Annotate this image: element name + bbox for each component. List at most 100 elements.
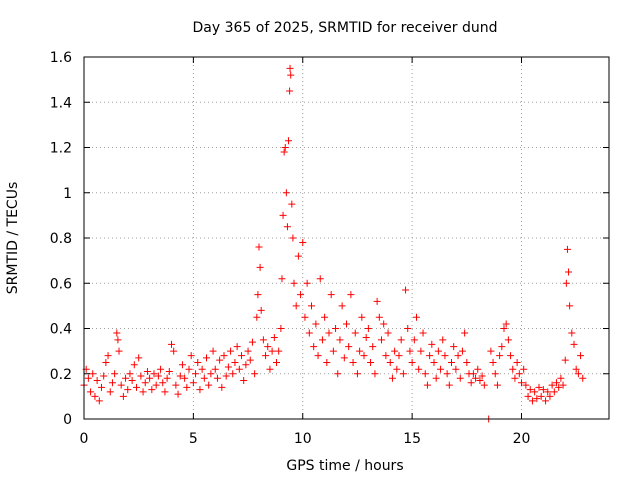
data-point [161, 388, 169, 396]
data-point [288, 200, 296, 208]
data-point [349, 358, 357, 366]
data-point [419, 329, 427, 337]
data-point [286, 87, 294, 95]
data-point [450, 343, 458, 351]
grid-lines [84, 57, 609, 419]
data-point [345, 343, 353, 351]
data-point [146, 374, 154, 382]
data-point [257, 306, 265, 314]
data-point [262, 352, 270, 360]
data-point [111, 370, 119, 378]
data-point [423, 381, 431, 389]
x-axis: 0 5 10 15 20 [80, 57, 530, 447]
data-point [432, 374, 440, 382]
data-point [224, 363, 232, 371]
data-point [100, 372, 108, 380]
data-point [375, 313, 383, 321]
data-point [218, 383, 226, 391]
data-point [172, 381, 180, 389]
data-point [174, 390, 182, 398]
data-point [297, 291, 305, 299]
data-point [562, 279, 570, 287]
data-point [327, 291, 335, 299]
data-point [557, 374, 565, 382]
chart-title: Day 365 of 2025, SRMTID for receiver dun… [193, 20, 498, 36]
data-point [544, 388, 552, 396]
data-point [314, 352, 322, 360]
data-point [351, 329, 359, 337]
data-point [323, 358, 331, 366]
x-tick-label: 0 [80, 431, 89, 447]
data-point [242, 361, 250, 369]
data-point [577, 352, 585, 360]
data-point [98, 383, 105, 391]
y-axis: 0 0.2 0.4 0.6 0.8 1 1.2 1.4 1.6 [50, 50, 609, 428]
data-point [305, 329, 313, 337]
data-point [220, 352, 228, 360]
data-point [192, 370, 200, 378]
x-tick-label: 5 [189, 431, 198, 447]
data-point [513, 358, 521, 366]
data-point [437, 365, 445, 373]
data-point [254, 291, 262, 299]
data-point [434, 347, 442, 355]
data-point [281, 144, 289, 151]
data-point [278, 275, 286, 283]
data-point [89, 370, 97, 378]
data-point [148, 386, 156, 394]
data-point [388, 374, 396, 382]
data-point [428, 340, 436, 348]
data-point [264, 343, 272, 351]
data-point [441, 352, 449, 360]
data-point [443, 370, 451, 378]
data-point [570, 340, 578, 348]
data-point [130, 361, 138, 369]
data-point [95, 397, 103, 405]
data-point [189, 379, 197, 387]
data-point [270, 334, 278, 342]
data-point [196, 386, 204, 394]
data-point [474, 365, 482, 373]
data-point [362, 334, 370, 342]
data-point [507, 352, 515, 360]
data-point [235, 365, 243, 373]
data-point [439, 336, 447, 344]
data-point [410, 336, 418, 344]
data-point [546, 392, 554, 400]
data-point [568, 329, 576, 337]
x-axis-title: GPS time / hours [286, 458, 403, 474]
data-point [382, 352, 390, 360]
data-point [211, 365, 219, 373]
data-point [205, 381, 213, 389]
data-point [421, 370, 429, 378]
data-point [391, 347, 399, 355]
data-point [227, 347, 235, 355]
y-tick-label: 0.2 [50, 367, 72, 383]
data-point [395, 352, 403, 360]
data-point [246, 356, 254, 364]
data-point [448, 358, 455, 366]
data-point [535, 383, 543, 391]
data-point [406, 347, 414, 355]
data-point [238, 352, 245, 360]
data-point [277, 325, 285, 332]
data-point [430, 358, 438, 366]
data-point [528, 397, 536, 405]
data-point [312, 320, 320, 328]
data-point [318, 336, 326, 344]
data-point [152, 381, 160, 389]
y-tick-label: 0.6 [50, 276, 72, 292]
data-point [301, 313, 309, 321]
y-tick-label: 0.8 [50, 231, 72, 247]
data-point [178, 361, 186, 369]
data-point [520, 365, 528, 373]
data-point [522, 381, 530, 389]
data-point [408, 358, 416, 366]
data-point [452, 365, 460, 373]
data-point [248, 338, 256, 346]
data-point [102, 358, 110, 366]
data-point [133, 383, 140, 391]
data-point [108, 379, 116, 387]
data-point [106, 388, 114, 396]
y-tick-label: 0.4 [50, 322, 72, 338]
